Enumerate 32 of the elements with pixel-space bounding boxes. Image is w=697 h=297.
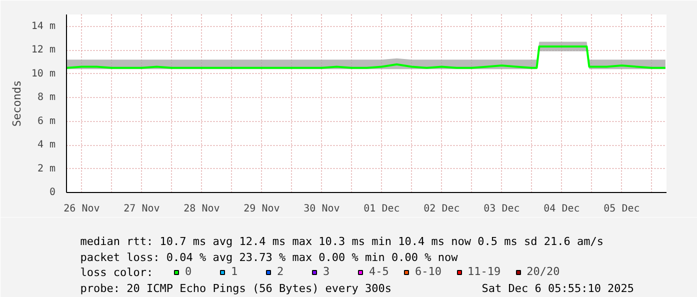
y-tick-label: 2 m [37,163,56,174]
x-tick-label: 27 Nov [124,204,160,214]
legend-label: 2 [277,265,285,278]
legend-label: 20/20 [526,265,560,278]
y-tick-label: 14 m [31,20,56,32]
legend-label: 0 [185,265,193,278]
y-tick-label: 6 m [37,116,56,127]
x-tick-label: 30 Nov [304,204,340,214]
text: packet loss: 0.04 % avg 23.73 % max 0.00 % min 0.00 % now [80,251,458,264]
y-tick-label: 4 m [37,140,56,151]
y-tick-label: 8 m [37,92,56,104]
legend-label: 6-10 [415,265,442,278]
text: median rtt: 10.7 ms avg 12.4 ms max 10.3 ms min 10.4 ms now 0.5 ms sd 21.6 am/s [80,235,604,248]
y-axis-title: Seconds [10,80,24,127]
x-tick-label: 03 Dec [484,204,520,214]
x-tick-label: 29 Nov [244,204,280,214]
x-tick-label: 01 Dec [364,204,400,214]
legend-label: 11-19 [468,265,501,278]
y-tick-label: 12 m [31,44,56,56]
x-tick-label: 02 Dec [424,204,460,214]
x-tick-label: 04 Dec [544,204,580,214]
y-tick-label: 0 [49,187,56,198]
legend-title: loss color: [80,266,154,279]
y-tick-label: 10 m [31,68,56,80]
legend-label: 3 [323,265,331,278]
x-tick-label: 05 Dec [604,204,640,214]
legend-label: 4-5 [369,265,389,278]
legend-label: 1 [231,265,239,278]
text: Sat Dec 6 05:55:10 2025 [482,282,634,295]
x-tick-label: 28 Nov [184,204,220,214]
text: probe: 20 ICMP Echo Pings (56 Bytes) every 300s [80,282,392,295]
x-tick-label: 26 Nov [64,204,100,214]
